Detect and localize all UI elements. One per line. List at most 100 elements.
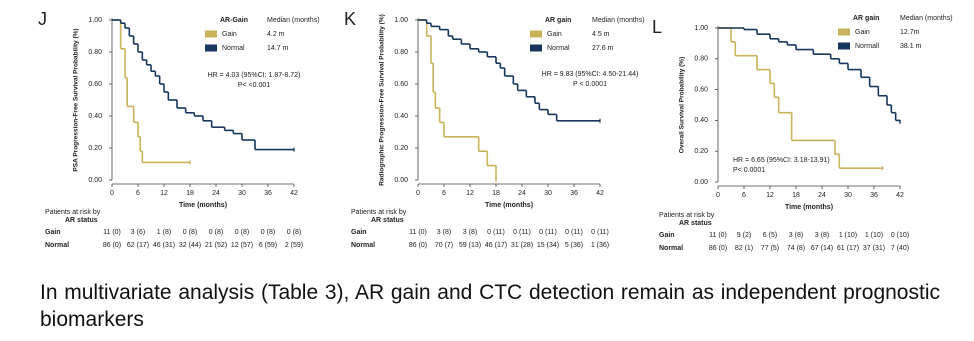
x-tick-label: 0 [110,190,114,197]
x-tick-label: 24 [212,190,220,197]
y-tick-label: 0.40 [394,113,408,120]
risk-cell: 2 (59) [285,242,303,249]
x-tick-label: 12 [766,192,774,199]
risk-cell: 1 (36) [591,242,609,249]
x-tick-label: 6 [442,190,446,197]
y-tick-label: 0.80 [394,49,408,56]
annotation: HR = 6.65 (95%CI: 3.18-13.91) [733,157,830,164]
x-tick-label: 0 [716,192,720,199]
risk-cell: 67 (14) [811,245,833,252]
risk-cell: 3 (8) [815,232,829,239]
annotation: P< 0.0001 [733,167,765,174]
y-axis-label: PSA Progression-Free Survival Probabilit… [73,28,80,171]
x-axis-label: Time (months) [179,202,227,209]
x-axis-label: Time (months) [485,202,533,209]
risk-cell: 86 (0) [709,245,727,252]
legend-median: 27.6 m [592,45,614,52]
x-tick-label: 30 [544,190,552,197]
panel-label: L [652,17,662,37]
legend-swatch [205,30,217,38]
charts: J 0.00 0.20 0.40 0.60 0.80 1.00 0 6 12 18 24 30 36 42 T… [38,9,953,252]
risk-table-title: AR status [679,220,712,227]
risk-cell: 0 (8) [261,229,275,236]
risk-row-label: Normal [351,242,375,249]
risk-cell: 0 (8) [287,229,301,236]
risk-cell: 6 (5) [763,232,777,239]
legend-label: Gain [222,31,237,38]
legend-label: Normal [222,45,245,52]
risk-cell: 21 (52) [205,242,227,249]
legend-label: Gain [855,29,870,36]
x-tick-label: 18 [492,190,500,197]
risk-cell: 31 (28) [511,242,533,249]
risk-cell: 0 (8) [209,229,223,236]
legend-value-title: Median (months) [267,17,320,24]
risk-cell: 59 (13) [459,242,481,249]
x-tick-label: 6 [136,190,140,197]
x-tick-label: 36 [264,190,272,197]
risk-cell: 86 (0) [103,242,121,249]
legend-title: AR-Gain [220,17,248,24]
y-axis-label: Overall Survival Probability (%) [679,57,686,153]
risk-row-label: Normal [45,242,69,249]
legend-value-title: Median (months) [592,17,645,24]
y-tick-label: 0.80 [88,49,102,56]
risk-cell: 9 (2) [737,232,751,239]
y-tick-label: 0.80 [694,56,708,63]
y-tick-label: 0.40 [88,113,102,120]
y-axis-label: Radiographic Progression-Free Survival P… [379,14,386,186]
risk-cell: 46 (17) [485,242,507,249]
legend-title: AR gain [853,15,879,22]
x-tick-label: 0 [416,190,420,197]
legend-median: 12.7m [900,29,920,36]
caption: In multivariate analysis (Table 3), AR g… [40,281,940,331]
x-tick-label: 24 [818,192,826,199]
legend-swatch [205,44,217,52]
risk-cell: 0 (8) [183,229,197,236]
x-tick-label: 24 [518,190,526,197]
x-tick-label: 42 [290,190,298,197]
legend-title: AR gain [545,17,571,24]
y-tick-label: 0.20 [694,148,708,155]
risk-cell: 61 (17) [837,245,859,252]
legend-label: Normal [547,45,570,52]
risk-row-label: Gain [659,232,675,239]
risk-row-label: Normal [659,245,683,252]
x-tick-label: 42 [896,192,904,199]
risk-cell: 62 (17) [127,242,149,249]
x-tick-label: 42 [596,190,604,197]
risk-cell: 74 (8) [787,245,805,252]
legend-label: Gain [547,31,562,38]
risk-table-title: AR status [65,217,98,224]
y-tick-label: 0.00 [88,177,102,184]
risk-cell: 3 (6) [131,229,145,236]
risk-cell: 77 (5) [761,245,779,252]
y-tick-label: 1.00 [88,17,102,24]
y-tick-label: 0.20 [394,145,408,152]
legend-swatch [530,30,542,38]
risk-cell: 1 (8) [157,229,171,236]
y-tick-label: 0.20 [88,145,102,152]
legend-median: 14.7 m [267,45,289,52]
x-tick-label: 36 [870,192,878,199]
risk-cell: 0 (10) [891,232,909,239]
risk-cell: 11 (0) [103,229,121,236]
x-tick-label: 18 [792,192,800,199]
risk-cell: 0 (11) [591,229,609,236]
risk-cell: 1 (10) [839,232,857,239]
y-tick-label: 0.60 [694,86,708,93]
x-tick-label: 30 [844,192,852,199]
risk-table-title: Patients at risk by [659,212,715,219]
y-tick-label: 0.00 [394,177,408,184]
x-tick-label: 30 [238,190,246,197]
risk-cell: 46 (31) [153,242,175,249]
risk-cell: 7 (40) [891,245,909,252]
y-tick-label: 0.60 [88,81,102,88]
x-tick-label: 12 [160,190,168,197]
risk-cell: 15 (34) [537,242,559,249]
risk-cell: 70 (7) [435,242,453,249]
risk-cell: 0 (11) [539,229,557,236]
risk-cell: 3 (8) [789,232,803,239]
legend-swatch [838,28,850,36]
